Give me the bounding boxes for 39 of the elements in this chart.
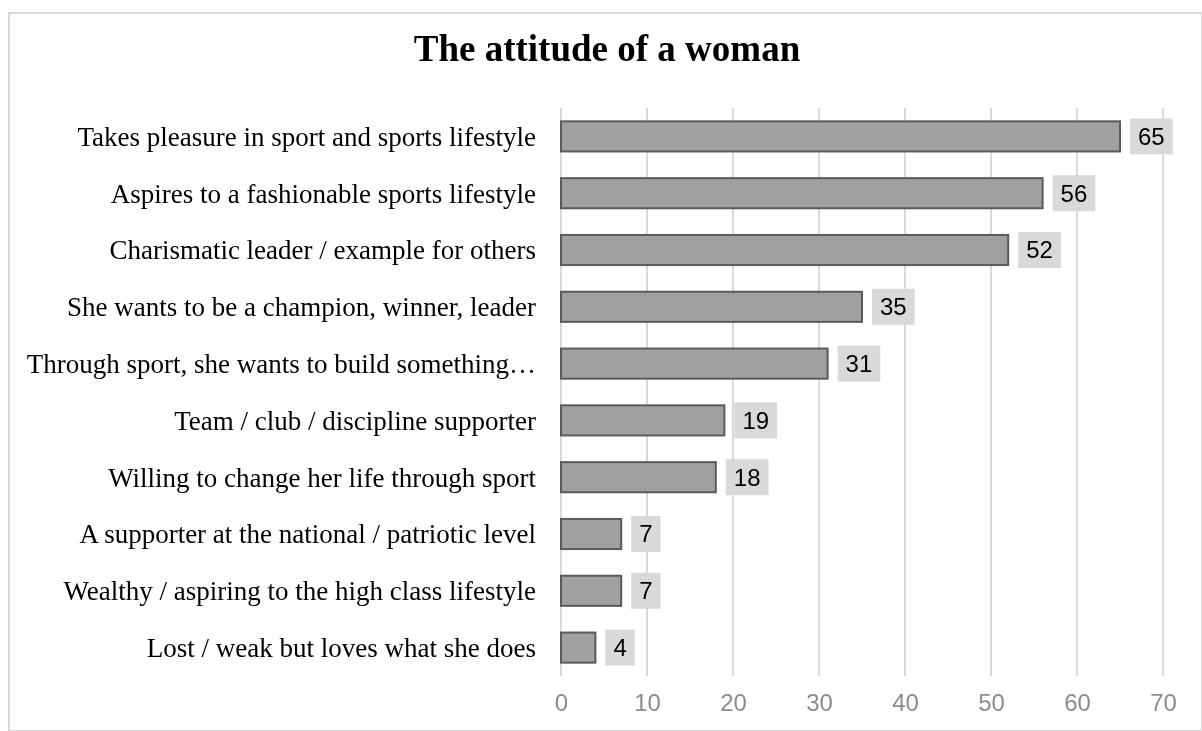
x-tick-label: 60: [1064, 689, 1091, 717]
y-tick-label: A supporter at the national / patriotic level: [79, 519, 536, 550]
y-tick-label: Through sport, she wants to build something…: [26, 349, 536, 380]
y-tick-label: Wealthy / aspiring to the high class lifestyle: [63, 576, 537, 607]
y-tick-label: She wants to be a champion, winner, leader: [66, 292, 536, 323]
x-tick-label: 20: [720, 689, 747, 717]
data-label: 35: [880, 293, 907, 321]
y-tick-label: Aspires to a fashionable sports lifestyle: [110, 178, 536, 209]
data-label: 7: [639, 577, 653, 605]
data-label: 18: [733, 463, 761, 491]
data-label: 4: [613, 634, 627, 661]
y-tick-label: Team / club / discipline supporter: [174, 405, 536, 436]
bar: [560, 574, 623, 607]
bar: [560, 177, 1044, 210]
data-label: 19: [742, 406, 770, 434]
y-tick-label: Willing to change her life through sport: [108, 462, 537, 493]
x-tick-label: 10: [634, 689, 661, 717]
x-tick-label: 40: [892, 689, 919, 717]
bar: [560, 290, 863, 323]
y-tick-label: Charismatic leader / example for others: [109, 235, 536, 266]
data-label: 31: [845, 350, 873, 377]
bar: [560, 404, 726, 437]
bar: [560, 461, 717, 494]
data-label: 56: [1060, 179, 1088, 207]
data-label: 65: [1138, 122, 1165, 150]
y-tick-label: Lost / weak but loves what she does: [146, 633, 536, 664]
x-tick-label: 50: [978, 689, 1005, 717]
y-tick-label: Takes pleasure in sport and sports lifestyle: [77, 121, 537, 152]
bar: [560, 233, 1010, 267]
bar: [560, 347, 829, 380]
chart-title: The attitude of a woman: [413, 28, 801, 69]
data-label: 52: [1026, 236, 1053, 264]
x-tick-label: 30: [806, 689, 833, 717]
x-tick-label: 0: [554, 689, 569, 717]
x-tick-label: 70: [1150, 689, 1177, 717]
data-label: 7: [639, 520, 653, 548]
bar: [560, 120, 1121, 153]
bar: [560, 631, 597, 664]
bar: [560, 517, 623, 551]
